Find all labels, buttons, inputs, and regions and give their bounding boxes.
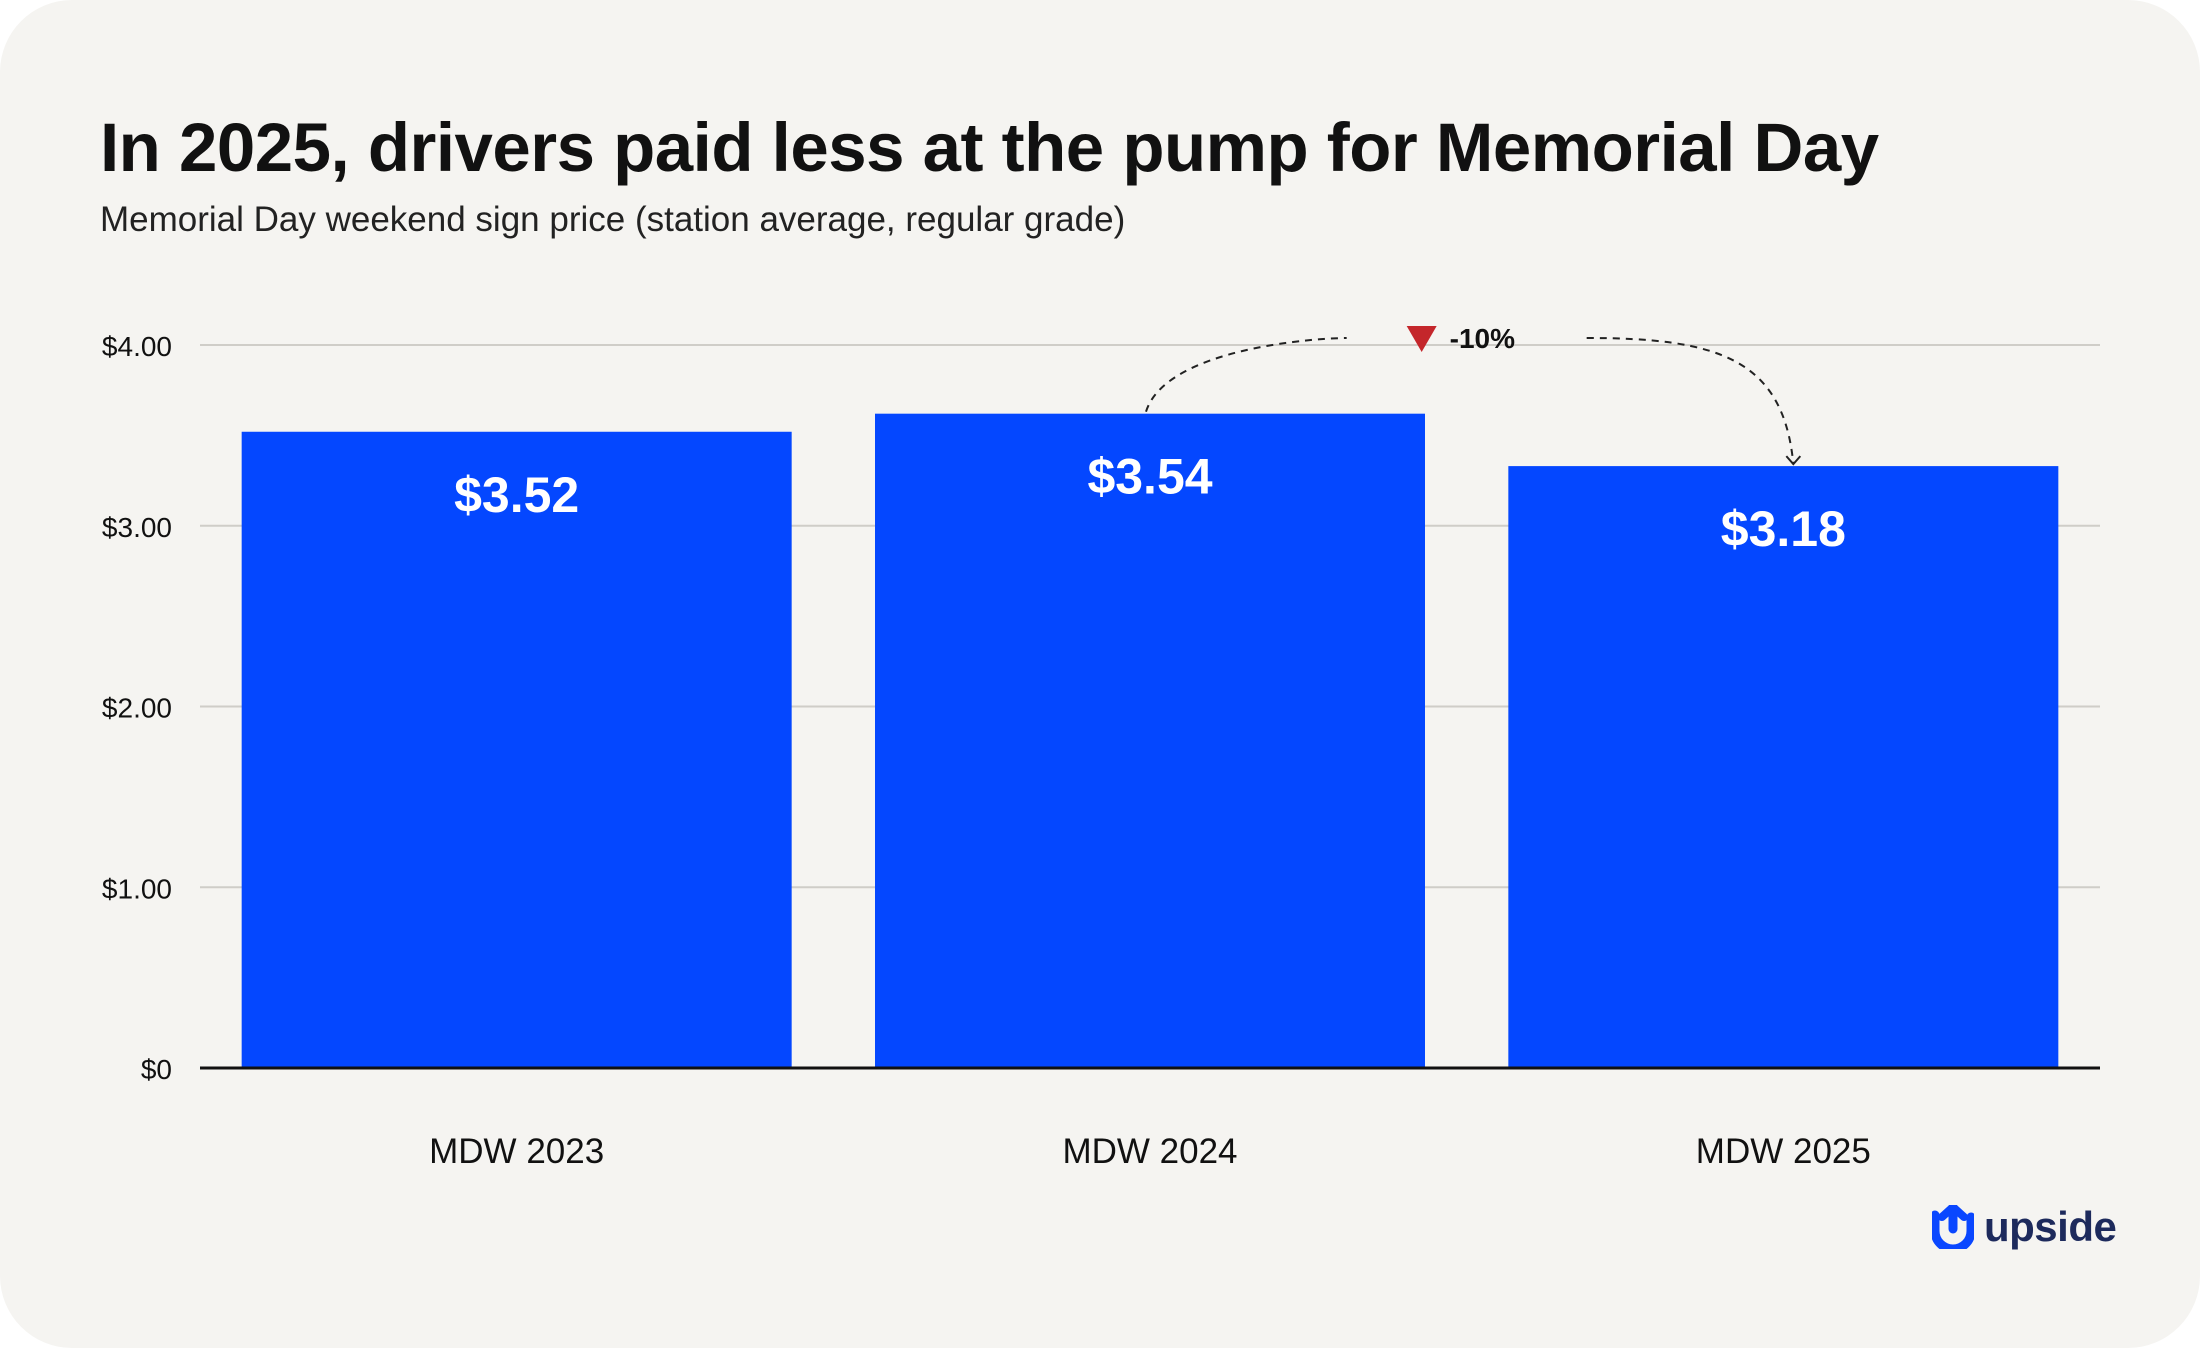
- x-tick-label: MDW 2025: [1696, 1132, 1871, 1171]
- bar: [875, 413, 1425, 1068]
- brand-name: upside: [1984, 1203, 2117, 1250]
- bar-value-label: $3.18: [1721, 501, 1846, 557]
- down-triangle-icon: [1406, 326, 1437, 352]
- y-tick-label: $2.00: [102, 693, 172, 724]
- chart-subtitle: Memorial Day weekend sign price (station…: [100, 200, 1126, 239]
- y-tick-label: $1.00: [102, 873, 172, 904]
- bar: [1508, 466, 2059, 1068]
- annotation-arc: [1586, 337, 1795, 465]
- brand-logo: upside: [1932, 1202, 2117, 1252]
- y-tick-label: $0: [141, 1054, 172, 1085]
- y-tick-label: $3.00: [102, 512, 172, 543]
- bar: [241, 431, 792, 1068]
- bar-value-label: $3.54: [1087, 449, 1212, 505]
- chart-title: In 2025, drivers paid less at the pump f…: [100, 109, 1879, 186]
- y-tick-label: $4.00: [102, 331, 172, 362]
- annotation-arc: [1145, 337, 1347, 412]
- x-tick-label: MDW 2024: [1062, 1132, 1237, 1171]
- bar-value-label: $3.52: [454, 467, 579, 523]
- x-tick-label: MDW 2023: [429, 1132, 604, 1171]
- annotation-label: -10%: [1450, 323, 1515, 354]
- annotation-arrowhead: [1785, 455, 1802, 466]
- upside-u-arrow-icon: [1932, 1205, 1974, 1249]
